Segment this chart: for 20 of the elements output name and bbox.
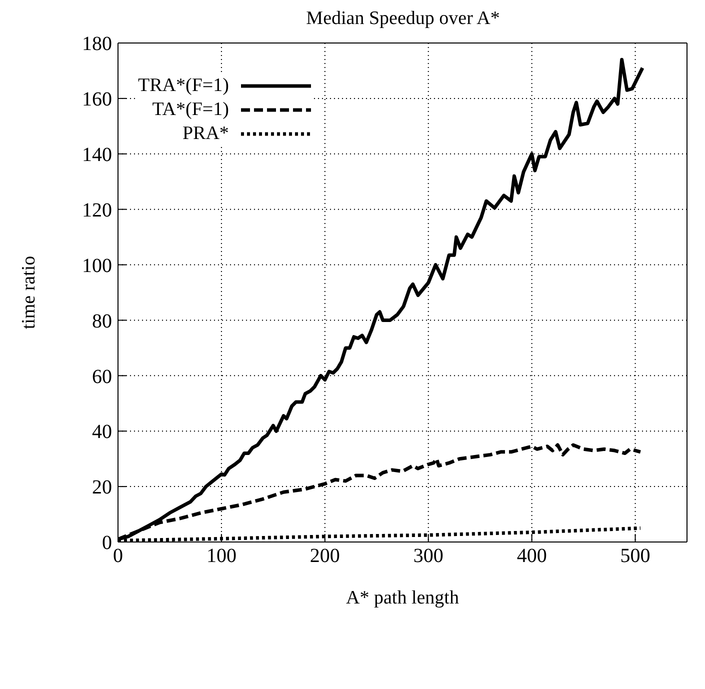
y-tick-label: 60 [92, 366, 112, 388]
y-tick-label: 80 [92, 310, 112, 332]
x-axis-title: A* path length [346, 587, 460, 608]
y-tick-label: 160 [82, 88, 112, 111]
y-tick-label: 180 [82, 33, 112, 56]
y-tick-label: 100 [82, 254, 112, 277]
x-tick-label: 400 [516, 545, 547, 568]
legend-label: TA*(F=1) [152, 98, 229, 122]
x-tick-label: 200 [310, 545, 340, 568]
y-tick-label: 140 [82, 144, 112, 166]
chart-title: Median Speedup over A* [305, 8, 501, 31]
y-axis-title: time ratio [18, 256, 40, 330]
legend-label: TRA*(F=1) [138, 74, 229, 98]
y-tick-label: 120 [82, 199, 112, 222]
x-tick-label: 300 [413, 545, 444, 568]
y-tick-label: 40 [92, 421, 112, 444]
legend-label: PRA* [182, 122, 229, 146]
x-tick-label: 500 [620, 545, 650, 568]
x-tick-label: 100 [206, 545, 236, 568]
y-tick-label: 20 [92, 476, 112, 499]
